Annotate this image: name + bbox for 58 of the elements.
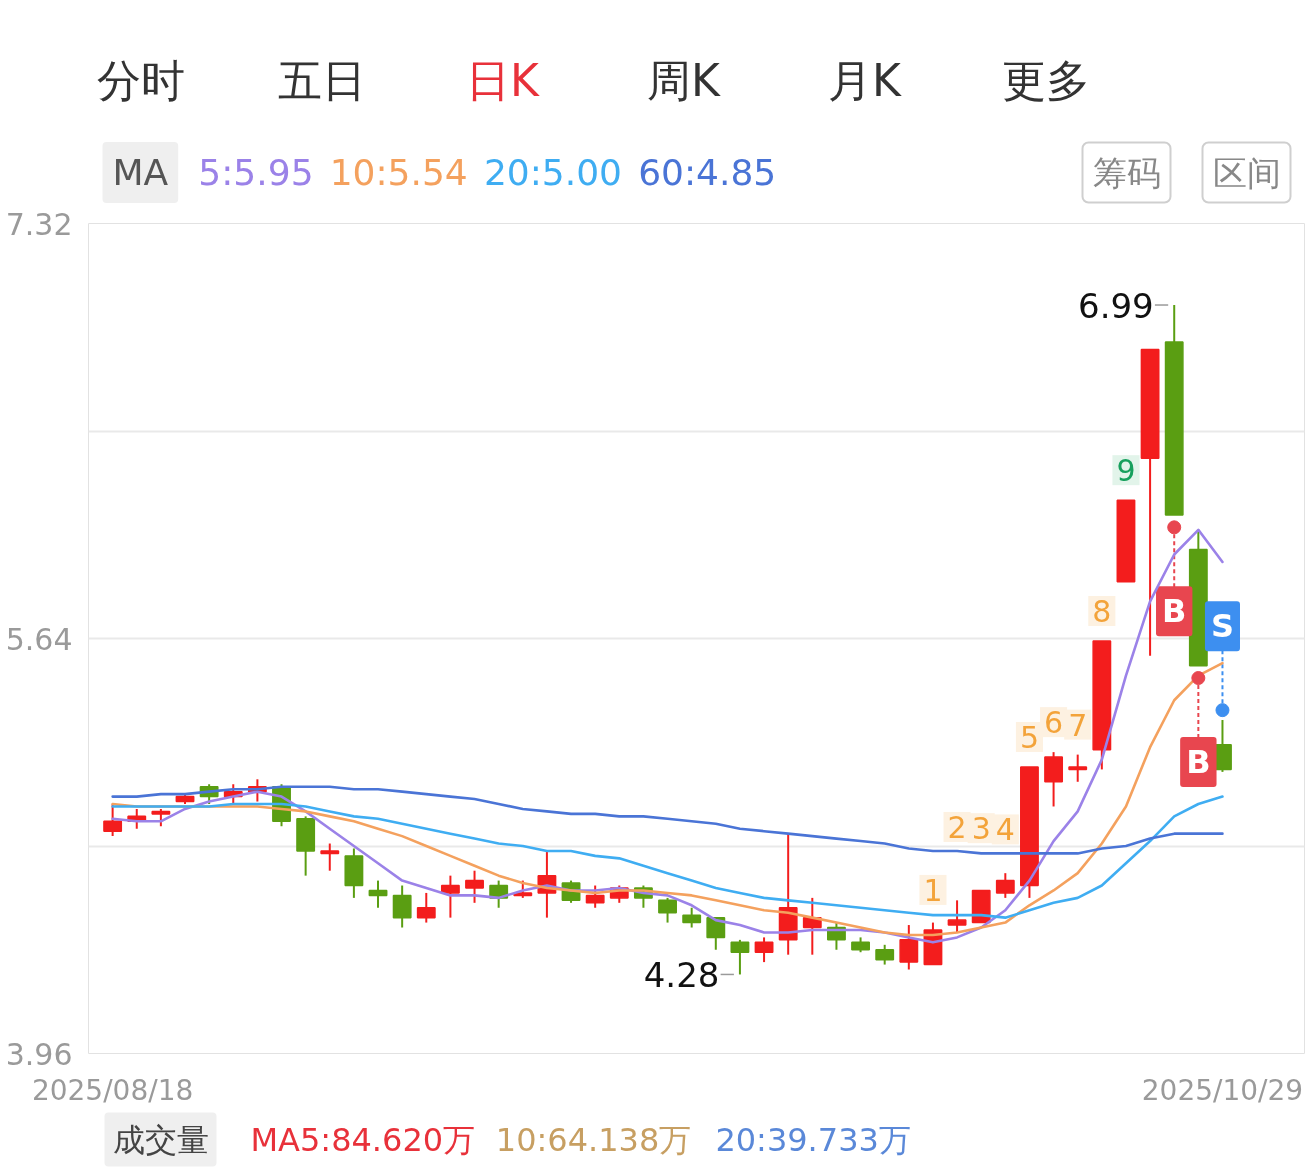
annotation: 4.28 [643, 954, 720, 995]
annotation: 6.99 [1078, 285, 1154, 326]
text: MA5:84.620万 [250, 1120, 476, 1159]
point [1191, 671, 1206, 686]
annotation: 2 [947, 809, 967, 845]
text: 分时 [96, 55, 185, 106]
text: 五日 [277, 55, 366, 106]
text: 区间 [1212, 152, 1281, 193]
annotation: 8 [1092, 593, 1112, 629]
text: 更多 [1001, 55, 1090, 106]
candlestick [368, 879, 388, 909]
point [1215, 703, 1230, 718]
candlestick [1068, 753, 1088, 783]
x-tick-label: 2025/10/29 [1141, 1073, 1304, 1107]
annotation: S [1210, 607, 1234, 646]
text: 20:39.733万 [715, 1120, 911, 1159]
y-tick-label: 5.64 [5, 621, 73, 657]
text: 10:64.138万 [495, 1120, 692, 1159]
text: 月K [828, 55, 903, 106]
y-tick-label: 7.32 [5, 206, 73, 242]
line-series [111, 795, 1224, 919]
text: 10:5.54 [329, 152, 468, 193]
candlestick [706, 916, 726, 951]
annotation: 6 [1044, 705, 1064, 741]
candlestick [875, 943, 895, 966]
text: 20:5.00 [483, 152, 623, 193]
annotation: 9 [1116, 453, 1136, 489]
candlestick [392, 884, 412, 929]
text: 周K [647, 55, 722, 106]
x-tick-label: 2025/08/18 [31, 1073, 194, 1107]
line-series [111, 785, 1224, 855]
annotation: B [1186, 743, 1211, 782]
candlestick [416, 891, 436, 924]
candlestick [585, 884, 605, 909]
candlestick [899, 924, 919, 971]
y-tick-label: 3.96 [5, 1036, 73, 1072]
annotation: 4 [995, 812, 1015, 848]
point [1167, 520, 1182, 535]
candlestick [465, 869, 484, 904]
candlestick [658, 896, 677, 924]
text: 60:4.85 [638, 152, 777, 193]
candlestick [754, 936, 774, 964]
text: 成交量 [112, 1120, 209, 1159]
line-series [111, 661, 1224, 937]
candlestick [947, 899, 967, 934]
text: 5:5.95 [198, 152, 314, 193]
text: 日K [466, 55, 541, 106]
legend-title: MA [112, 152, 169, 193]
text: 筹码 [1092, 152, 1161, 193]
candlestick [320, 842, 340, 872]
candlestick [682, 906, 702, 929]
annotation: 7 [1068, 707, 1088, 743]
candlestick [995, 872, 1015, 899]
candlestick [440, 874, 460, 919]
annotation: B [1162, 592, 1187, 631]
annotation: 5 [1019, 719, 1039, 755]
annotation: 3 [971, 811, 991, 847]
annotation: 1 [923, 872, 943, 908]
